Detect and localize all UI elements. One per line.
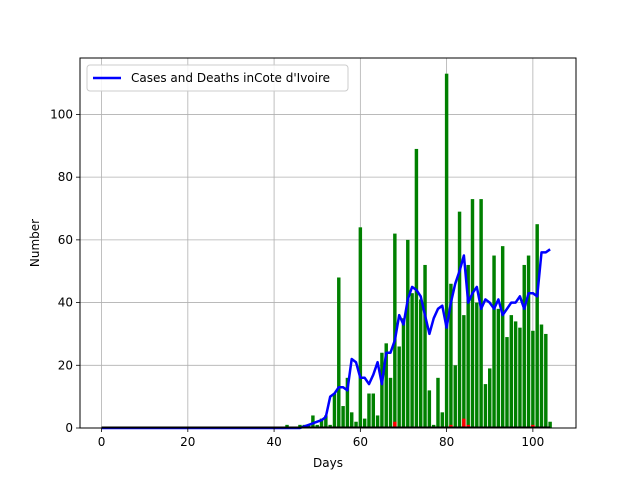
bar-cases [470, 199, 475, 428]
bar-cases [341, 406, 345, 428]
bar-cases [462, 315, 466, 428]
bar-cases [440, 412, 445, 428]
bar-cases [488, 368, 492, 428]
y-tick-label: 0 [65, 421, 73, 435]
bar-cases [414, 148, 419, 429]
y-tick-label: 80 [58, 170, 73, 184]
x-tick-label: 20 [180, 435, 195, 449]
bar-cases [298, 424, 302, 428]
bar-cases [401, 318, 406, 428]
x-tick-label: 0 [98, 435, 106, 449]
plot-frame [79, 57, 577, 429]
bar-cases [358, 227, 363, 428]
legend-label: Cases and Deaths inCote d'Ivoire [131, 71, 330, 85]
bar-cases [384, 343, 388, 428]
bar-cases [397, 346, 401, 428]
bar-cases [513, 321, 518, 428]
x-axis-label: Days [313, 456, 343, 470]
bar-cases [526, 255, 531, 428]
legend-box [86, 64, 349, 92]
bar-cases [311, 415, 315, 428]
bar-deaths [462, 418, 466, 428]
bar-cases [457, 211, 462, 428]
bar-cases [371, 393, 376, 428]
bar-cases [419, 299, 423, 428]
bar-cases [505, 337, 509, 428]
y-tick-label: 20 [58, 358, 73, 372]
x-tick-label: 40 [266, 435, 281, 449]
bar-cases [483, 384, 488, 428]
bar-cases [375, 415, 380, 428]
bar-cases [475, 302, 479, 428]
bar-cases [388, 377, 393, 428]
x-tick-label: 60 [353, 435, 368, 449]
bars [285, 73, 552, 429]
bar-cases [319, 418, 324, 428]
bar-cases [354, 421, 358, 428]
bar-cases [349, 412, 354, 428]
lines [101, 248, 551, 430]
bar-cases [500, 246, 505, 428]
bar-cases [544, 333, 548, 428]
bar-cases [444, 73, 449, 428]
bar-cases [345, 377, 350, 428]
bar-cases [518, 327, 522, 428]
bar-cases [436, 377, 440, 428]
x-tick-label: 100 [521, 435, 544, 449]
bar-cases [410, 293, 414, 428]
bar-deaths [466, 424, 470, 428]
bar-cases [367, 393, 371, 428]
y-axis-label: Number [28, 219, 42, 267]
bar-cases [393, 233, 397, 428]
bar-cases [531, 330, 535, 428]
bar-cases [449, 283, 453, 428]
y-tick-label: 40 [58, 296, 73, 310]
bar-cases [522, 264, 526, 428]
bar-cases [337, 277, 341, 428]
bar-cases [492, 255, 496, 428]
legend: Cases and Deaths inCote d'Ivoire [86, 64, 349, 92]
x-tick-label: 80 [439, 435, 454, 449]
bar-cases [535, 224, 539, 428]
bar-cases [315, 424, 319, 428]
bar-cases [427, 390, 432, 428]
bar-cases [509, 315, 514, 428]
bar-cases [423, 264, 427, 428]
bar-cases [380, 352, 384, 428]
bar-cases [328, 424, 332, 428]
bar-cases [332, 393, 337, 428]
series-line [101, 248, 551, 430]
bar-cases [539, 324, 544, 428]
bar-cases [362, 418, 367, 428]
bar-deaths [531, 424, 535, 428]
y-tick-label: 100 [50, 107, 73, 121]
bar-cases [285, 424, 289, 428]
bar-cases [306, 424, 311, 428]
bar-deaths [449, 424, 453, 428]
bar-cases [324, 415, 328, 428]
bar-cases [548, 421, 552, 428]
bar-cases [479, 199, 483, 428]
ticks: 0 20 40 60 80 100 0 20 40 60 80 100 [50, 107, 544, 449]
bar-cases [496, 308, 501, 428]
bar-cases [453, 365, 457, 428]
bar-cases [466, 264, 470, 428]
bar-cases [431, 424, 436, 428]
y-tick-label: 60 [58, 233, 73, 247]
bar-deaths [393, 421, 397, 428]
bar-cases [406, 239, 410, 428]
